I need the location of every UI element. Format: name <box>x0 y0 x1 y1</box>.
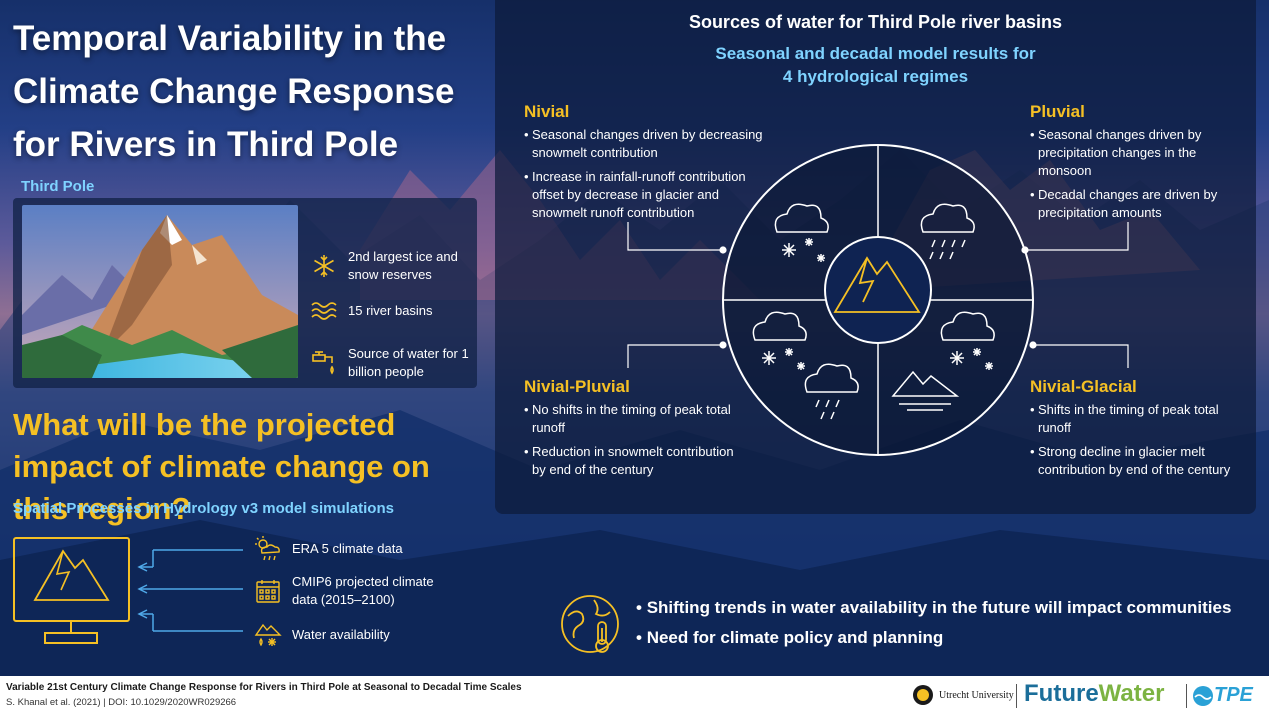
monitor-icon <box>13 537 243 644</box>
center-mountain-icon <box>833 256 921 313</box>
input-text: ERA 5 climate data <box>292 541 403 556</box>
tpe-logo-text: TPE <box>1214 684 1253 706</box>
model-heading: Spatial Processes in Hydrology v3 model … <box>13 500 394 517</box>
futurewater-logo[interactable]: FutureWater <box>1024 680 1164 708</box>
cloud-rain-icon <box>920 203 975 260</box>
calendar-icon <box>254 577 282 605</box>
globe-thermometer-icon <box>561 595 619 653</box>
cloud-snow-glacier-icon <box>891 311 995 411</box>
tpe-logo[interactable]: TPE <box>1192 684 1253 707</box>
conclusion-text: Shifting trends in water availability in… <box>646 598 1232 617</box>
footer: Variable 21st Century Climate Change Res… <box>0 676 1269 714</box>
regime-bullet: Reduction in snowmelt contribution by en… <box>524 443 749 479</box>
fact-ice-reserves: 2nd largest ice and snow reserves <box>310 248 478 284</box>
fact-river-basins: 15 river basins <box>310 297 478 325</box>
fact-water-source: Source of water for 1 billion people <box>310 345 478 381</box>
logo-fw-part-a: Future <box>1024 680 1099 707</box>
logo-fw-part-b: Water <box>1098 680 1165 707</box>
regime-nivial-pluvial: Nivial-Pluvial No shifts in the timing o… <box>524 377 749 485</box>
regime-bullet: Shifts in the timing of peak total runof… <box>1030 401 1245 437</box>
regime-nivial-glacial: Nivial-Glacial Shifts in the timing of p… <box>1030 377 1245 485</box>
question-heading: What will be the projected impact of cli… <box>13 407 430 526</box>
regime-nivial: Nivial Seasonal changes driven by decrea… <box>524 102 769 228</box>
input-cmip6: CMIP6 projected climate data (2015–2100) <box>254 573 462 609</box>
input-text: Water availability <box>292 627 390 642</box>
regime-circle-diagram <box>627 144 1129 456</box>
fact-text: 2nd largest ice and snow reserves <box>348 249 458 282</box>
utrecht-seal-icon <box>913 685 933 705</box>
fact-text: 15 river basins <box>348 303 433 318</box>
regime-bullet: Strong decline in glacier melt contribut… <box>1030 443 1245 479</box>
subtitle-line-1: Seasonal and decadal model results for <box>715 44 1036 63</box>
utrecht-logo[interactable]: Utrecht University <box>912 684 1014 706</box>
water-mountain-icon <box>254 621 282 649</box>
utrecht-logo-text: Utrecht University <box>939 689 1014 701</box>
tpe-wave-icon <box>1193 685 1213 706</box>
logo-divider <box>1186 684 1187 708</box>
input-text: CMIP6 projected climate data (2015–2100) <box>292 574 434 607</box>
third-pole-label: Third Pole <box>21 178 95 195</box>
regime-pluvial: Pluvial Seasonal changes driven by preci… <box>1030 102 1240 228</box>
conclusion-text: Need for climate policy and planning <box>646 628 944 647</box>
regime-bullet: Seasonal changes driven by decreasing sn… <box>524 126 769 162</box>
paper-citation: S. Khanal et al. (2021) | DOI: 10.1029/2… <box>6 697 237 708</box>
regimes-subtitle: Seasonal and decadal model results for 4… <box>495 42 1256 88</box>
mountain-illustration <box>22 205 298 378</box>
subtitle-line-2: 4 hydrological regimes <box>782 67 969 86</box>
regime-name: Nivial-Pluvial <box>524 377 630 396</box>
waves-icon <box>310 297 338 325</box>
cloud-snow-rain-icon <box>752 311 859 420</box>
regime-bullet: Decadal changes are driven by precipitat… <box>1030 186 1240 222</box>
logo-divider <box>1016 684 1017 708</box>
regime-name: Pluvial <box>1030 102 1085 121</box>
faucet-icon <box>310 349 338 377</box>
input-water-availability: Water availability <box>254 621 462 649</box>
cloud-snow-icon <box>774 203 829 262</box>
regime-name: Nivial-Glacial <box>1030 377 1137 396</box>
regime-bullet: No shifts in the timing of peak total ru… <box>524 401 749 437</box>
fact-text: Source of water for 1 billion people <box>348 346 469 379</box>
sun-cloud-rain-icon <box>254 535 282 563</box>
conclusions: • Shifting trends in water availability … <box>636 598 1231 658</box>
regime-name: Nivial <box>524 102 570 121</box>
regime-bullet: Increase in rainfall-runoff contribution… <box>524 168 769 222</box>
conclusion-item: • Shifting trends in water availability … <box>636 598 1232 617</box>
page-title: Temporal Variability in the Climate Chan… <box>13 19 455 164</box>
regime-bullet: Seasonal changes driven by precipitation… <box>1030 126 1240 180</box>
regimes-title: Sources of water for Third Pole river ba… <box>688 12 1063 32</box>
paper-title: Variable 21st Century Climate Change Res… <box>6 682 522 693</box>
input-era5: ERA 5 climate data <box>254 535 462 563</box>
conclusion-item: • Need for climate policy and planning <box>636 628 944 647</box>
snowflake-icon <box>310 252 338 280</box>
